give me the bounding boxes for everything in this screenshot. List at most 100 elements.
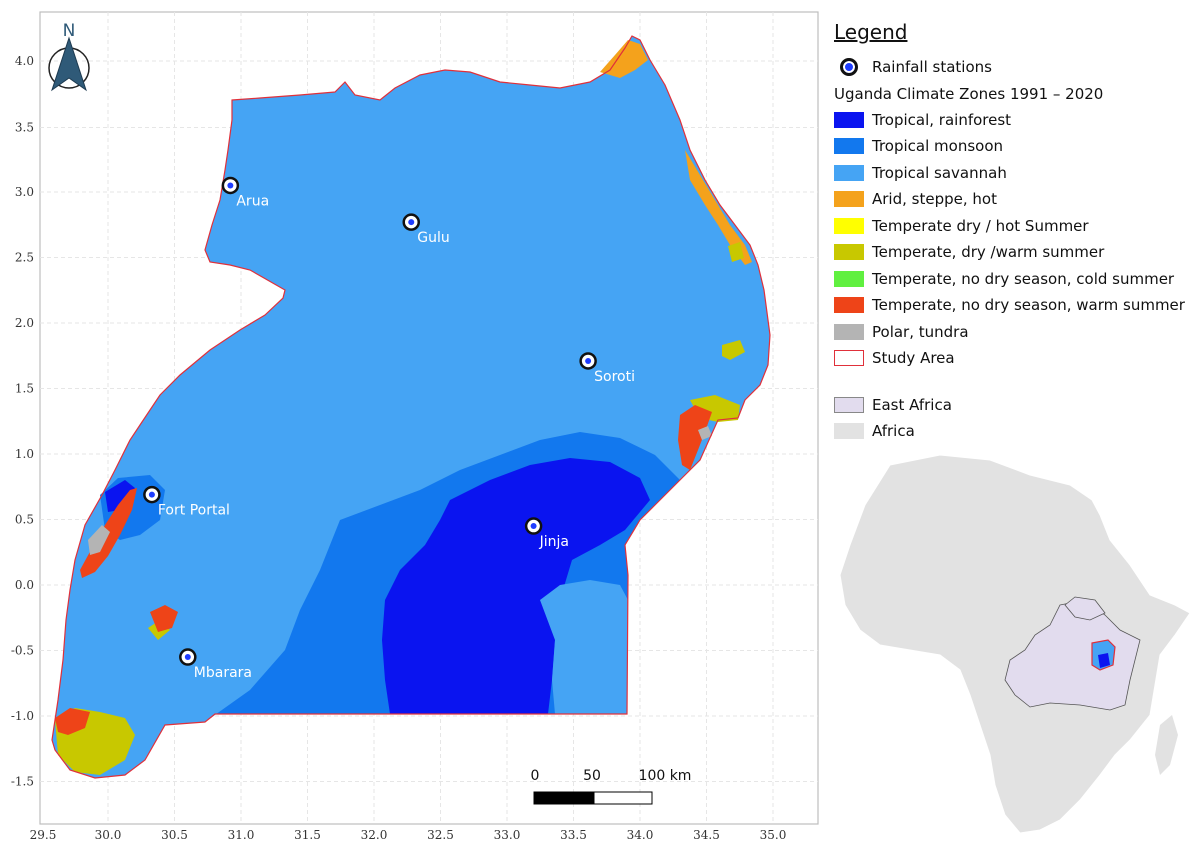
zone-arid-steppe-hot-2: [685, 150, 752, 265]
station-label: Arua: [236, 193, 269, 209]
north-arrow: N: [48, 21, 90, 92]
study-area-swatch: [834, 350, 864, 367]
rainfall-station: Mbarara: [179, 648, 252, 681]
x-tick: 33.0: [494, 828, 521, 842]
zone-tropical-rainforest: [382, 458, 650, 714]
x-axis-ticks: 29.5 30.0 30.5 31.0 31.5 32.0 32.5 33.0 …: [30, 828, 787, 842]
y-axis-ticks: 4.0 3.5 3.0 2.5 2.0 1.5 1.0 0.5 0.0 -0.5…: [11, 54, 34, 789]
zone-temperate-no-dry-warm-2: [678, 405, 712, 470]
station-marker-dot: [227, 182, 234, 189]
station-label: Fort Portal: [158, 503, 230, 519]
zone-swatch: [834, 217, 864, 234]
legend-item-zone: Polar, tundra: [834, 319, 1194, 346]
legend-title: Legend: [834, 20, 908, 44]
y-tick: -0.5: [11, 644, 34, 658]
legend-item-zone: Temperate dry / hot Summer: [834, 213, 1194, 240]
legend-label: Tropical, rainforest: [872, 110, 1012, 129]
legend-label: Tropical monsoon: [872, 137, 1004, 156]
y-tick: 4.0: [15, 54, 34, 68]
zone-swatch: [834, 138, 864, 155]
rainfall-station: Gulu: [402, 213, 450, 246]
legend-zones-title: Uganda Climate Zones 1991 – 2020: [834, 84, 1104, 103]
y-tick: 1.5: [15, 382, 34, 396]
legend-item-zone: Temperate, no dry season, warm summer: [834, 292, 1194, 319]
legend-label: Temperate, dry /warm summer: [872, 243, 1105, 262]
zone-polar-tundra-2: [698, 426, 712, 440]
legend-label: Africa: [872, 422, 915, 441]
legend-item-africa: Africa: [834, 418, 1194, 445]
y-tick: 3.0: [15, 185, 34, 199]
zone-swatch: [834, 111, 864, 128]
rainfall-station: Soroti: [579, 352, 635, 385]
zone-temperate-dry-warm-4: [728, 242, 744, 262]
rainfall-station: Fort Portal: [143, 485, 230, 519]
legend-item-zone: Tropical, rainforest: [834, 107, 1194, 134]
legend-panel: Legend Rainfall stations Uganda Climate …: [834, 20, 1194, 445]
zone-temperate-dry-warm-3: [722, 340, 745, 360]
east-africa-swatch: [834, 396, 864, 413]
zone-temperate-no-dry-warm-3: [150, 605, 178, 632]
station-marker-dot: [408, 219, 415, 226]
x-tick: 35.0: [760, 828, 787, 842]
x-tick: 30.5: [161, 828, 188, 842]
station-marker-dot: [530, 523, 537, 530]
station-label: Mbarara: [194, 665, 252, 681]
east-africa-north: [1064, 596, 1106, 621]
legend-item-study-area: Study Area: [834, 345, 1194, 372]
station-label: Soroti: [594, 369, 635, 385]
y-tick: 2.0: [15, 316, 34, 330]
x-tick: 29.5: [30, 828, 57, 842]
africa-inset-map: [839, 455, 1191, 834]
legend-label: Arid, steppe, hot: [872, 190, 997, 209]
y-tick: 2.5: [15, 251, 34, 265]
legend-label: Temperate, no dry season, warm summer: [872, 296, 1185, 315]
station-marker-dot: [184, 654, 191, 661]
legend-item-zone: Tropical monsoon: [834, 133, 1194, 160]
legend-label: Rainfall stations: [872, 58, 992, 77]
rainfall-station: Jinja: [524, 517, 569, 550]
y-tick: 0.5: [15, 513, 34, 527]
x-tick: 31.5: [294, 828, 321, 842]
x-tick: 32.5: [427, 828, 454, 842]
rainfall-station: Arua: [221, 176, 269, 209]
legend-item-zone: Arid, steppe, hot: [834, 186, 1194, 213]
rainfall-station-icon: [834, 58, 864, 77]
zone-savannah-east-shore: [540, 580, 628, 714]
scale-label-100: 100 km: [639, 768, 692, 784]
zone-temperate-no-dry-warm-4: [55, 708, 90, 735]
legend-item-zone: Temperate, dry /warm summer: [834, 239, 1194, 266]
zone-swatch: [834, 164, 864, 181]
y-tick: -1.0: [11, 709, 34, 723]
scale-bar: 0 50 100 km: [531, 768, 692, 805]
x-tick: 32.0: [361, 828, 388, 842]
north-arrow-label: N: [63, 21, 76, 41]
x-tick: 34.0: [627, 828, 654, 842]
scale-label-50: 50: [583, 768, 601, 784]
zone-swatch: [834, 244, 864, 261]
y-tick: 0.0: [15, 578, 34, 592]
station-marker-dot: [585, 357, 592, 364]
uganda-inset-rainforest: [1098, 653, 1110, 668]
zone-swatch: [834, 191, 864, 208]
study-area-outline: [51, 35, 771, 779]
y-tick: 3.5: [15, 121, 34, 135]
zone-arid-steppe-hot: [600, 40, 648, 78]
station-label: Jinja: [539, 534, 569, 550]
africa-swatch: [834, 423, 864, 440]
legend-zone-list: Tropical, rainforest Tropical monsoon Trop…: [834, 107, 1194, 346]
x-tick: 31.0: [228, 828, 255, 842]
madagascar: [1155, 715, 1178, 775]
legend-label: Study Area: [872, 349, 955, 368]
legend-label: Polar, tundra: [872, 322, 969, 341]
scale-label-0: 0: [531, 768, 540, 784]
x-tick: 33.5: [560, 828, 587, 842]
zone-swatch: [834, 297, 864, 314]
africa-continent: [839, 455, 1191, 834]
legend-label: Temperate dry / hot Summer: [872, 216, 1089, 235]
legend-item-zone: Tropical savannah: [834, 160, 1194, 187]
legend-label: Tropical savannah: [872, 163, 1007, 182]
legend-item-east-africa: East Africa: [834, 392, 1194, 419]
legend-item-rainfall-stations: Rainfall stations: [834, 54, 1194, 81]
x-tick: 34.5: [693, 828, 720, 842]
